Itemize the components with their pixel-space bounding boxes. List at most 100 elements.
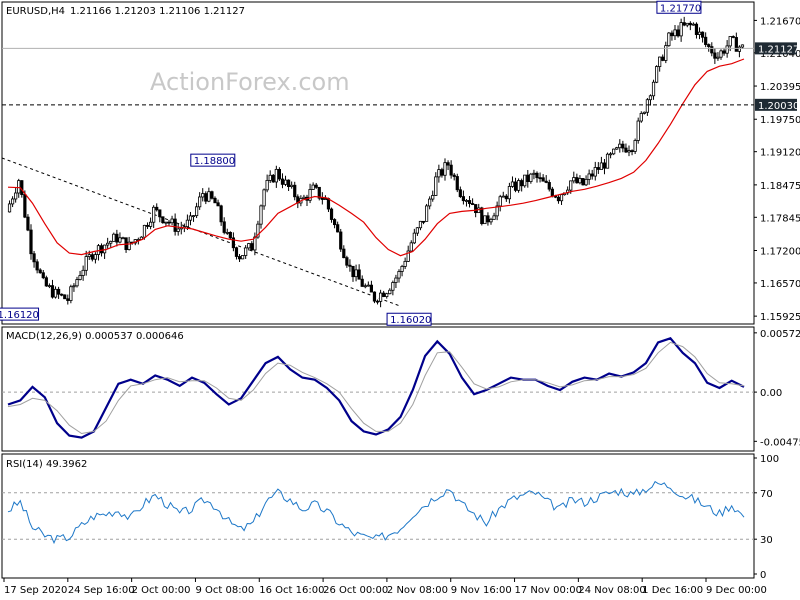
price-tick-label: 1.17200 [760, 247, 800, 258]
price-annotation-box [190, 153, 236, 167]
candle-body [406, 250, 410, 262]
candle-body [320, 197, 324, 200]
candle-body [339, 231, 343, 250]
candle-body [78, 275, 82, 280]
macd-signal-line [7, 341, 745, 435]
candle-body [498, 196, 502, 207]
candle-body [185, 219, 189, 228]
macd-panel-frame [1, 326, 755, 452]
price-annotation-box [656, 0, 702, 14]
candle-body [513, 181, 518, 191]
candle-body [198, 196, 202, 208]
candle-body [391, 282, 395, 291]
candle-body [44, 277, 48, 287]
candle-body [526, 174, 530, 182]
macd-title: MACD(12,26,9) 0.000537 0.000646 [6, 331, 184, 342]
rsi-layer [2, 480, 754, 545]
candle-body [225, 231, 229, 234]
candle-body [231, 237, 235, 249]
candle-body [636, 120, 640, 141]
moving-average-line [7, 58, 745, 257]
candle-body [559, 194, 564, 202]
macd-tick-label: 0.00 [760, 388, 782, 399]
candle-body [216, 202, 220, 207]
time-tick-label: 9 Nov 16:00 [451, 585, 512, 596]
candle-body [191, 215, 196, 218]
candle-body [93, 254, 97, 260]
time-tick-label: 24 Sep 16:00 [68, 585, 135, 596]
candle-body [247, 243, 251, 249]
candle-body [204, 193, 208, 202]
candle-body [256, 223, 260, 238]
macd-layer [2, 337, 754, 439]
candle-body [685, 22, 689, 26]
candle-body [115, 233, 119, 243]
price-annotation-box [0, 307, 40, 321]
candle-body [158, 209, 162, 218]
candle-body [317, 186, 321, 199]
candle-body [311, 184, 315, 190]
candle-body [109, 240, 113, 244]
candle-body [587, 173, 591, 180]
candle-body [69, 286, 73, 301]
candle-body [385, 293, 389, 297]
price-annotation-box [386, 312, 432, 326]
candle-body [458, 189, 462, 197]
candle-body [510, 181, 515, 187]
price-annotation-label: 1.21770 [660, 3, 701, 14]
rsi-line [7, 480, 745, 545]
candle-body [446, 162, 450, 166]
time-tick-label: 1 Dec 16:00 [642, 585, 703, 596]
candle-body [520, 180, 524, 187]
candle-body [578, 178, 582, 184]
rsi-axis: 100 70 30 0 [754, 454, 779, 581]
level-tag [755, 98, 797, 111]
time-tick-label: 2 Oct 00:00 [132, 585, 191, 596]
candle-body [357, 269, 361, 280]
candle-body [351, 265, 355, 278]
candle-body [725, 45, 729, 54]
candle-body [664, 45, 668, 61]
price-tick-label: 1.21670 [760, 16, 800, 27]
candle-body [415, 227, 420, 234]
candle-body [569, 180, 573, 191]
candle-body [400, 266, 404, 272]
candle-body [290, 184, 294, 188]
level-tag-label: 1.20030 [758, 101, 799, 112]
candle-body [372, 291, 377, 302]
candle-body [740, 44, 745, 48]
candle-body [103, 244, 107, 254]
candle-body [421, 220, 426, 223]
candle-body [167, 221, 171, 224]
candle-body [431, 195, 435, 200]
candle-body [467, 200, 472, 204]
candle-body [532, 172, 536, 175]
candle-body [53, 288, 58, 298]
price-tick-label: 1.16570 [760, 279, 800, 290]
candle-body [148, 221, 153, 227]
candle-body [697, 31, 702, 35]
candle-body [201, 193, 205, 198]
candle-body [228, 231, 232, 239]
candle-body [412, 232, 416, 244]
candle-body [501, 195, 505, 198]
candle-body [480, 207, 484, 225]
candle-body [403, 260, 407, 267]
candle-body [210, 191, 214, 199]
candle-body [655, 66, 659, 83]
time-tick-label: 2 Nov 08:00 [387, 585, 448, 596]
price-tick-label: 1.18475 [760, 181, 800, 192]
candle-body [332, 219, 337, 226]
candle-body [336, 224, 340, 233]
candle-body [81, 269, 85, 276]
candle-body [679, 22, 683, 37]
candle-body [345, 257, 349, 266]
candle-body [32, 253, 36, 263]
candle-body [366, 284, 370, 287]
candle-body [127, 241, 131, 250]
candle-body [523, 174, 527, 187]
candle-body [268, 174, 272, 181]
rsi-tick-label: 70 [760, 489, 773, 500]
candle-body [219, 205, 223, 223]
